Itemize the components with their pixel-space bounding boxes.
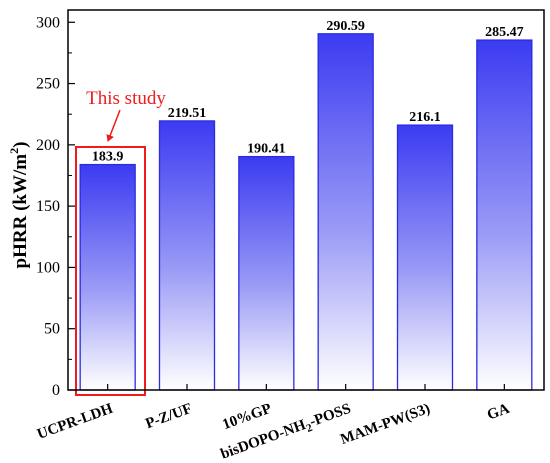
bar-3 <box>317 33 374 391</box>
category-label-0: UCPR-LDH <box>35 401 115 443</box>
data-label-4: 216.1 <box>409 110 441 125</box>
data-label-2: 190.41 <box>247 142 286 157</box>
data-label-3: 290.59 <box>326 19 365 34</box>
data-label-0: 183.9 <box>92 150 124 165</box>
category-label-2: 10%GP <box>220 401 273 433</box>
y-tick-label: 250 <box>36 76 60 93</box>
data-label-1: 219.51 <box>168 106 207 121</box>
bar-2 <box>238 155 295 391</box>
plot-frame <box>67 9 545 391</box>
bar-0 <box>79 163 136 391</box>
annotation-text: This study <box>86 88 166 109</box>
y-tick-label: 300 <box>36 14 60 31</box>
bar-4 <box>396 124 454 391</box>
annotation-highlight-box <box>75 146 146 396</box>
category-label-3: bisDOPO-NH2-POSS <box>219 401 354 463</box>
y-tick-label: 100 <box>36 259 60 276</box>
y-tick-label: 150 <box>36 198 60 215</box>
bar-5 <box>476 39 533 391</box>
y-axis-title-superscript: 2 <box>7 148 21 154</box>
y-tick-label: 50 <box>44 321 60 338</box>
y-axis-title: pHRR (kW/m2) <box>7 142 31 269</box>
data-label-5: 285.47 <box>485 25 524 40</box>
annotation-arrow <box>106 109 121 142</box>
category-label-1: P-Z/UF <box>143 401 194 433</box>
category-label-5: GA <box>485 401 512 424</box>
y-tick-label: 0 <box>52 382 60 399</box>
category-label-4: MAM-PW(S3) <box>338 401 432 448</box>
bar-1 <box>158 120 216 391</box>
y-tick-label: 200 <box>36 137 60 154</box>
